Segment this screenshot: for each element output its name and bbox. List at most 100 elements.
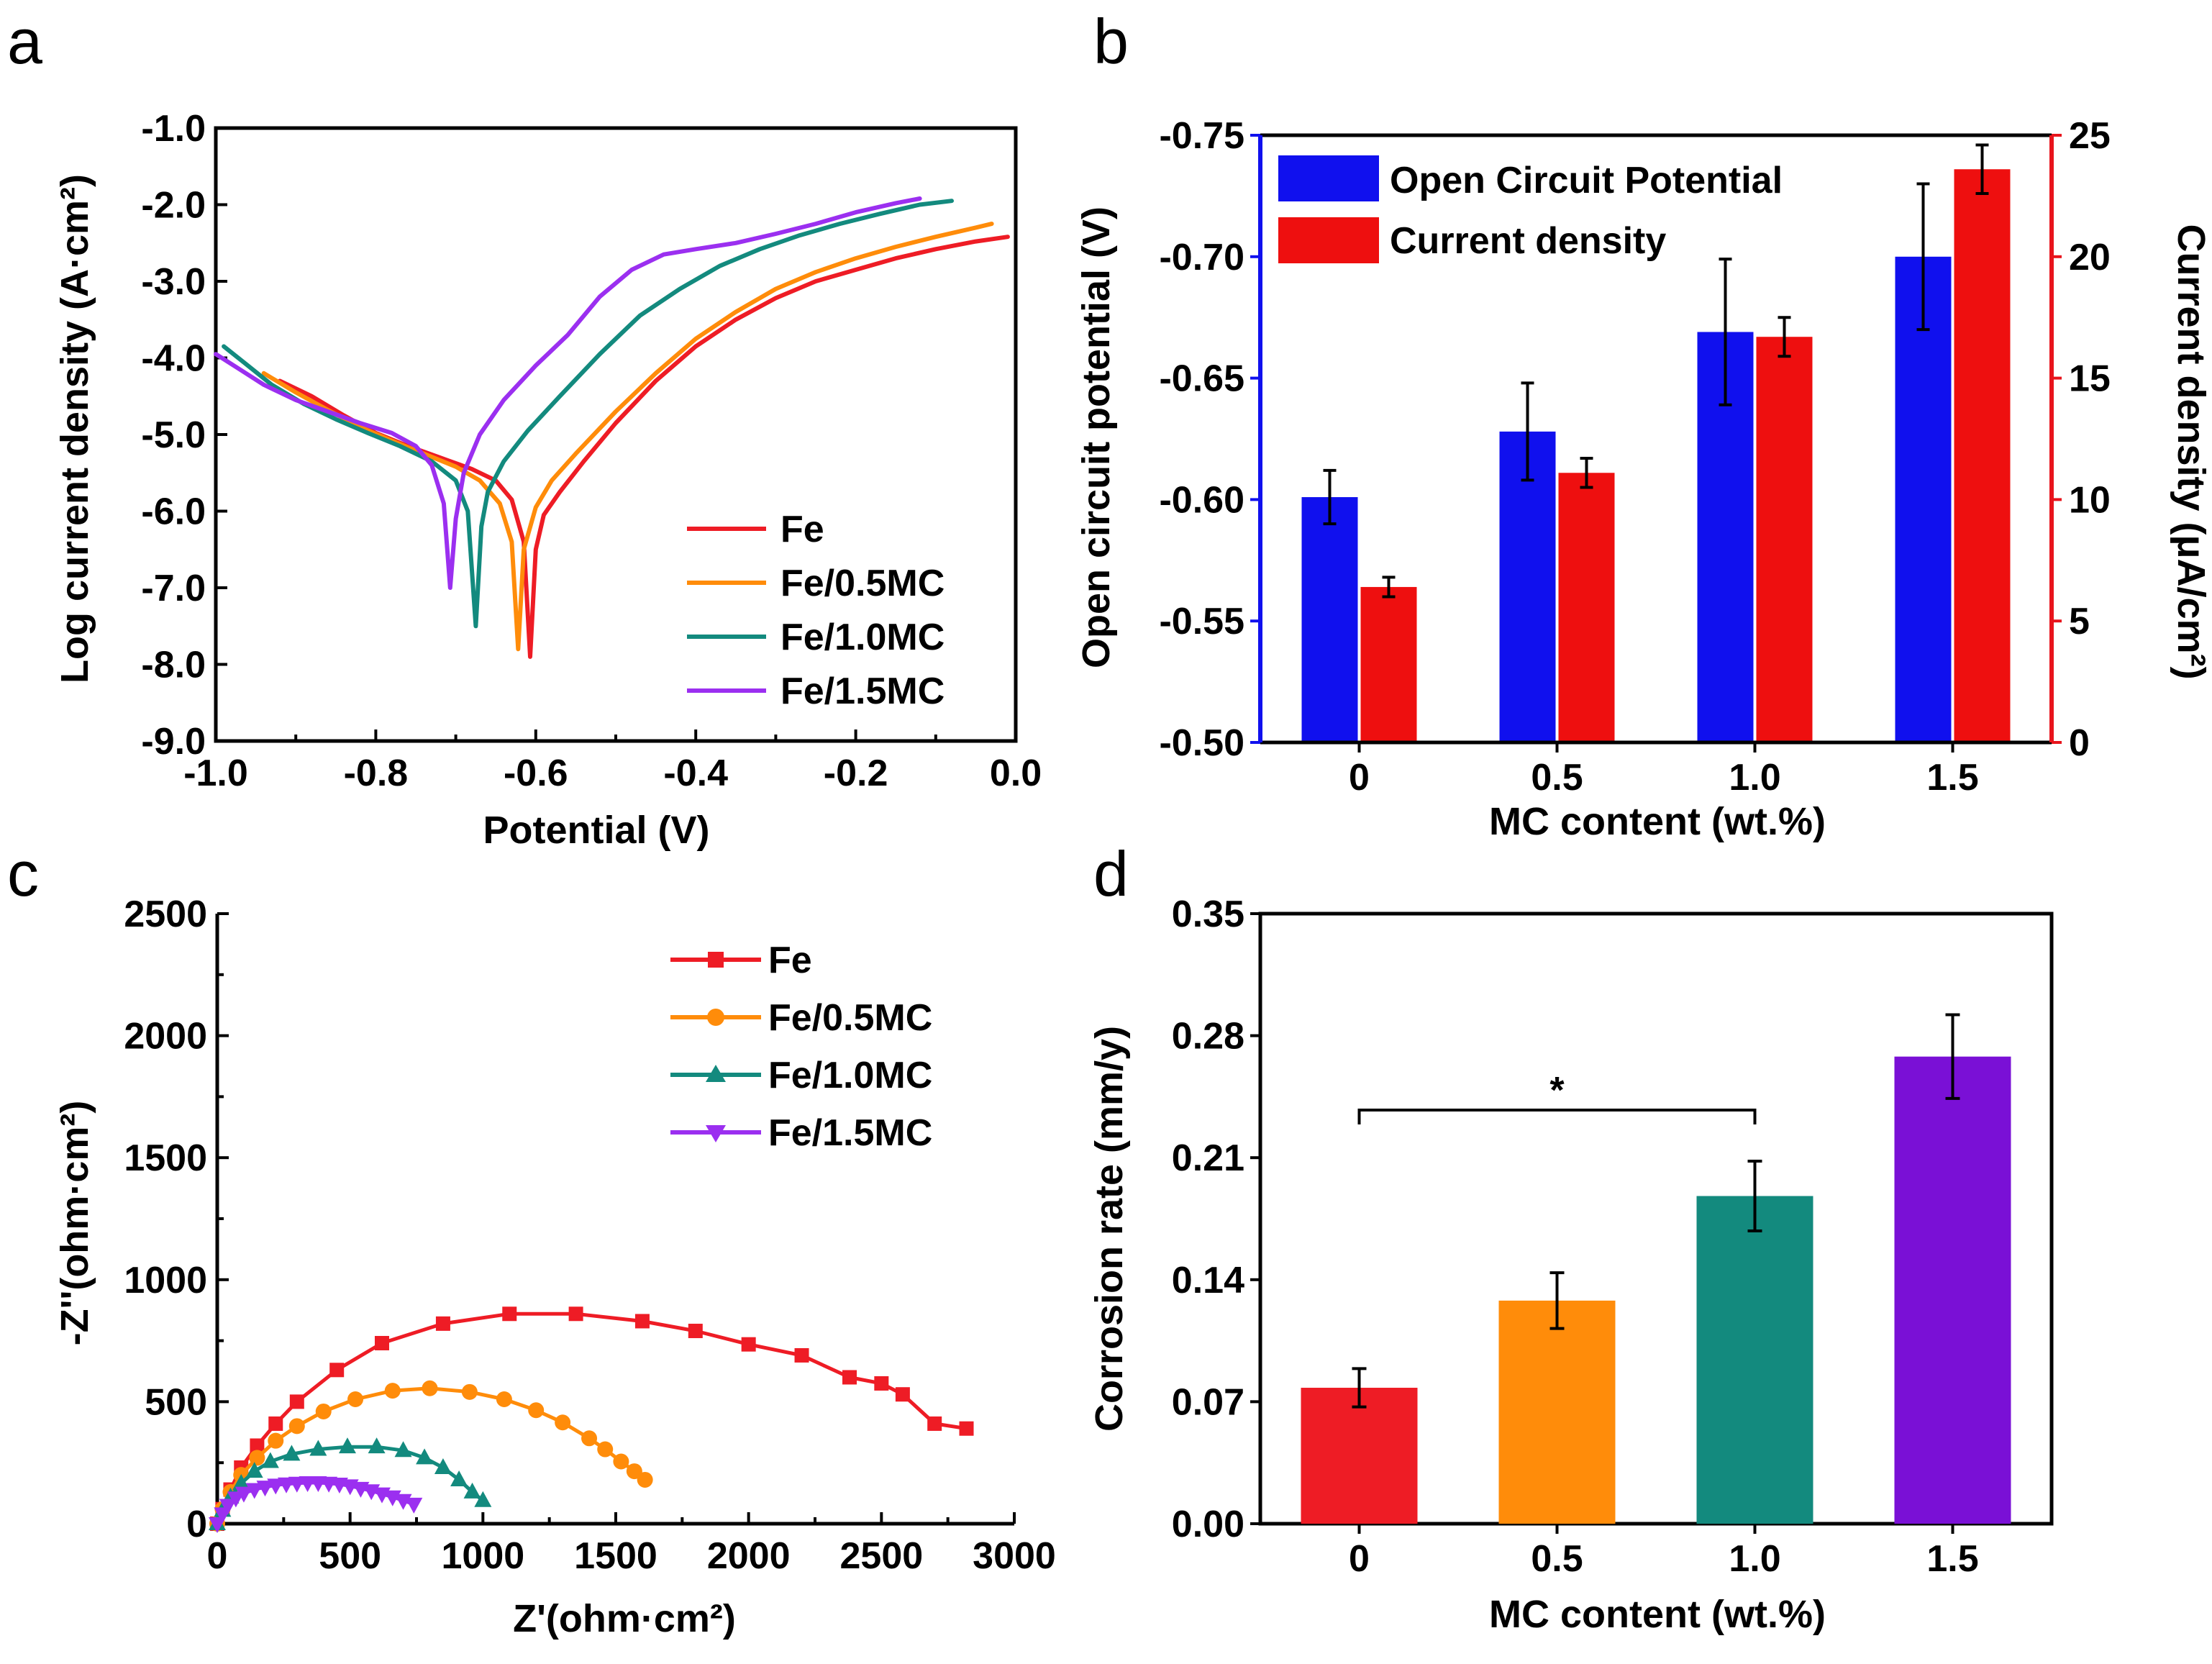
marker-fe-1-5mc [219,1499,237,1515]
marker-fe-0-5mc [461,1383,478,1400]
plot-area-a: -1.0 -0.8 -0.6 -0.4 -0.2 0.0 -1.0 -2.0 -3.0 -4.0 -… [141,108,1042,794]
marker-fe-0-5mc [288,1418,305,1435]
marker-fe-0-5mc [268,1432,284,1449]
marker-fe-0-5mc [555,1414,571,1431]
y-right-tick-label-b: 0 [2069,722,2090,764]
marker-fe [688,1324,703,1339]
plot-area-b: 0 0.5 1.0 1.5 -0.50 -0.55 -0.60 -0.65 -0.70 -0.75… [1159,115,2110,799]
y-tick-label-a: -9.0 [141,721,206,763]
y-tick-label-c: 500 [145,1381,207,1423]
y-tick-label-d: 0.14 [1172,1260,1244,1301]
marker-fe-0-5mc [626,1463,642,1480]
y-right-tick-label-b: 25 [2069,115,2111,157]
panel-label-c: c [7,838,39,909]
legend-marker-fe [708,952,724,968]
marker-fe-0-5mc [597,1441,614,1458]
x-tick-label-d: 0 [1349,1538,1370,1580]
y-tick-label-c: 1500 [124,1137,207,1179]
y-tick-label-c: 2500 [124,894,207,935]
corrosion-bar-0-5 [1498,1300,1616,1524]
plot-area-d: 0.00 0.07 0.14 0.21 0.28 0.35 0 0.5 1.0 1.5 * [1172,894,2054,1580]
panel-a: a -1.0 -0.8 -0.6 -0.4 -0.2 0.0 -1.0 -2.0 -3.0 -4.… [7,6,1042,852]
x-tick-label-b: 1.0 [1729,757,1780,799]
x-tick-label-a: 0.0 [990,753,1042,794]
marker-fe-1-0mc [450,1470,468,1486]
legend-label-fe: Fe [768,940,812,981]
legend-label-current-density: Current density [1390,220,1666,262]
marker-fe-1-5mc [278,1477,296,1493]
y-tick-label-b: -0.60 [1159,479,1244,521]
marker-fe [927,1416,942,1431]
legend-marker-fe-05mc [707,1009,724,1026]
legend-label-fe-10mc: Fe/1.0MC [780,617,945,658]
y-tick-label-a: -6.0 [141,491,206,533]
marker-fe-1-0mc [474,1491,492,1507]
legend-label-fe-15mc: Fe/1.5MC [780,670,945,712]
marker-fe [634,1314,650,1329]
y-tick-label-a: -5.0 [141,414,206,456]
marker-fe-0-5mc [528,1402,545,1419]
current-density-bar-1-5 [1954,169,2011,743]
y-axis-label-right-b: Current density (μA/cm²) [2170,224,2212,679]
y-tick-label-a: -8.0 [141,645,206,686]
marker-fe-1-0mc [394,1441,412,1458]
y-right-tick-label-b: 20 [2069,237,2111,278]
marker-fe [268,1416,283,1431]
x-axis-label-d: MC content (wt.%) [1489,1593,1826,1636]
y-axis-label-b: Open circuit potential (V) [1075,206,1118,668]
marker-fe-0-5mc [496,1391,512,1408]
legend-label-fe-15mc: Fe/1.5MC [768,1112,932,1154]
plot-frame-d [1258,911,2054,1526]
x-tick-label-a: -0.6 [504,753,568,794]
marker-fe [959,1421,974,1436]
y-tick-label-c: 1000 [124,1260,207,1301]
x-tick-label-a: -0.4 [663,753,728,794]
x-tick-label-c: 3000 [973,1535,1056,1577]
curve-fe [215,1311,967,1524]
ocp-bar-1-5 [1895,256,1952,742]
x-tick-label-b: 0 [1349,757,1370,799]
y-right-tick-label-b: 10 [2069,479,2111,521]
current-density-bar-0 [1360,586,1417,742]
x-axis-label-a: Potential (V) [483,809,709,852]
legend-label-fe-05mc: Fe/0.5MC [768,997,932,1039]
marker-fe-1-0mc [245,1462,263,1478]
legend-marker-fe-10mc [706,1065,726,1082]
y-tick-label-a: -2.0 [141,185,206,227]
significance-star: * [1549,1070,1565,1111]
marker-fe-1-5mc [245,1483,263,1499]
x-tick-label-c: 2500 [839,1535,923,1577]
marker-fe [435,1316,450,1331]
ocp-bar-0 [1301,497,1358,742]
panel-label-a: a [7,6,42,77]
marker-fe [842,1370,857,1385]
x-axis-label-c: Z'(ohm·cm²) [513,1597,736,1640]
panel-b: b 0 0.5 1.0 1.5 -0.50 -0.55 -0.60 -0.65 -0.70 -0.… [1075,6,2212,843]
x-tick-label-b: 0.5 [1531,757,1583,799]
legend-a: Fe Fe/0.5MC Fe/1.0MC Fe/1.5MC [687,509,945,712]
marker-fe-1-0mc [338,1437,356,1454]
legend-label-fe-10mc: Fe/1.0MC [768,1055,932,1096]
y-tick-label-b: -0.50 [1159,722,1244,764]
marker-fe-1-5mc [405,1497,423,1514]
x-tick-label-c: 1500 [574,1535,657,1577]
marker-fe-1-0mc [283,1445,301,1461]
x-tick-label-d: 0.5 [1531,1538,1583,1580]
y-tick-label-d: 0.35 [1172,894,1244,935]
x-tick-label-c: 1000 [441,1535,524,1577]
marker-fe-0-5mc [315,1403,332,1419]
marker-fe-0-5mc [613,1453,629,1470]
x-tick-label-a: -0.2 [824,753,888,794]
marker-fe [289,1394,304,1409]
y-tick-label-c: 0 [186,1504,207,1545]
legend-label-fe-05mc: Fe/0.5MC [780,563,945,604]
y-tick-label-a: -4.0 [141,338,206,380]
y-tick-label-a: -3.0 [141,261,206,303]
legend-c: Fe Fe/0.5MC Fe/1.0MC Fe/1.5MC [670,940,932,1154]
panel-d: d 0.00 0.07 0.14 0.21 0.28 0.35 0 0.5 1.0 1.5 * MC… [1088,838,2054,1636]
x-tick-label-b: 1.5 [1926,757,1978,799]
y-tick-label-b: -0.75 [1159,115,1244,157]
panel-c: c 0 500 1000 1500 2000 2500 3000 0 500 1000 1500 20… [7,838,1056,1640]
marker-fe [502,1306,517,1322]
